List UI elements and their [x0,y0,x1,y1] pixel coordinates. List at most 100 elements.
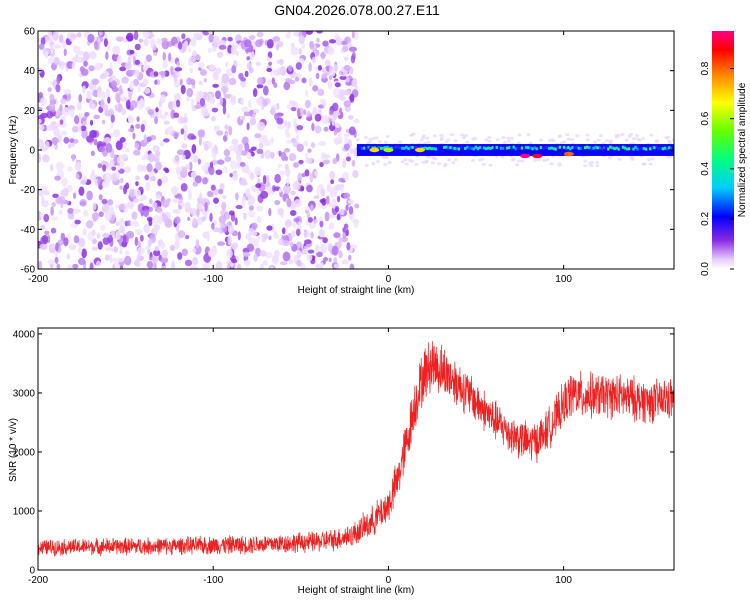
spectrogram-cell [451,146,454,150]
spectrogram-cell [135,123,141,129]
spectrogram-cell [230,160,238,170]
spectrogram-cell [274,200,281,206]
spectrogram-cell [119,249,123,255]
spectrogram-cell [198,91,205,97]
spectrogram-cell [338,177,345,183]
spectrogram-cell [276,117,283,125]
y-tick-label: 20 [24,106,36,117]
spectrogram-cell [327,243,333,253]
spectrogram-cell [571,145,574,149]
spectrogram-cell [54,175,61,181]
spectrogram-cell [51,201,56,208]
spectrogram-cell [307,148,312,153]
spectrogram-cell [665,147,669,151]
spectrogram-cell [565,133,570,137]
spectrogram-cell [647,158,652,162]
spectrogram-cell [159,141,165,147]
spectrogram-cell [409,145,412,149]
spectrogram-cell [266,67,272,73]
spectrogram-cell [353,31,359,41]
spectrogram-cell [73,192,77,200]
spectrogram-cell [566,137,571,141]
spectrogram-cell [347,199,355,205]
spectrogram-cell [82,120,87,126]
spectrogram-cell [86,91,93,100]
spectrogram-cell [636,137,641,141]
spectrogram-cell [470,146,473,150]
spectrogram-cell [230,45,237,56]
spectrogram-cell [257,177,261,185]
spectrogram-cell [343,133,350,138]
spectrogram-cell [189,265,198,269]
spectrogram-cell [609,145,612,149]
spectrogram-cell [595,164,600,168]
spectrogram-cell [71,62,76,70]
spectrogram-cell [649,133,654,137]
spectrogram-cell [211,45,217,52]
spectrogram-cell [613,147,616,151]
spectrogram-cell [67,264,73,269]
spectrogram-cell [558,134,563,138]
spectrogram-cell [315,72,320,80]
spectrogram-cell [248,99,252,109]
spectrogram-cell [445,145,448,149]
spectrogram-cell [280,151,287,162]
spectrogram-cell [42,47,50,57]
spectrogram-cell [63,48,67,57]
spectrogram-cell [78,186,85,196]
spectrogram-cell [334,184,342,191]
spectrogram-cell [192,50,198,58]
spectrogram-cell [38,140,45,149]
spectrogram-cell [549,162,554,166]
spectrogram-cell [326,185,333,193]
spectrogram-cell [200,69,207,76]
spectrogram-cell [627,135,632,139]
spectrogram-cell [462,147,465,151]
spectrogram-cell [248,205,254,211]
spectrogram-cell [161,249,168,259]
spectrogram-cell [81,248,87,259]
spectrogram-cell [244,142,250,152]
spectrogram-cell [172,100,177,110]
spectrogram-cell [130,100,138,109]
spectrogram-cell [583,159,588,163]
spectrogram-cell [175,166,181,176]
spectrogram-cell [94,62,101,71]
spectrogram-cell [295,133,300,141]
spectrogram-cell [345,204,349,211]
spectrogram-cell [407,147,410,151]
spectrogram-cell [234,217,238,226]
spectrogram-cell [91,212,100,221]
spectrogram-cell [200,198,209,203]
spectrogram-cell [173,112,180,119]
spectrogram-cell [183,130,187,141]
spectrogram-cell [215,169,223,175]
spectrogram-cell [156,38,163,45]
spectrogram-cell [142,78,149,85]
spectrogram-cell [509,136,514,140]
spectrogram-cell [115,140,123,151]
spectrogram-cell [668,141,673,145]
spectrogram-cell [218,44,227,50]
spectrogram-cell [50,44,54,55]
spectrogram-cell [317,88,325,97]
spectrogram-cell [495,138,500,142]
spectrogram-cell [74,161,82,171]
spectrogram-cell [142,31,150,39]
spectrogram-cell [292,180,301,191]
spectrogram-cell [310,204,314,210]
spectrogram-cell [649,147,652,151]
spectrogram-cell [434,147,438,151]
spectrogram-cell [223,87,227,98]
spectrogram-cell [305,205,310,211]
spectrogram-cell [162,60,168,69]
spectrogram-cell [316,187,320,197]
spectrogram-cell [425,136,430,140]
spectrogram-cell [115,36,124,42]
spectrogram-cell [439,136,444,140]
x-tick-label: 0 [386,575,392,586]
spectrogram-cell [146,163,153,173]
spectrogram-cell [119,265,124,269]
spectrogram-cell [334,122,341,129]
spectrogram-cell [224,124,229,131]
